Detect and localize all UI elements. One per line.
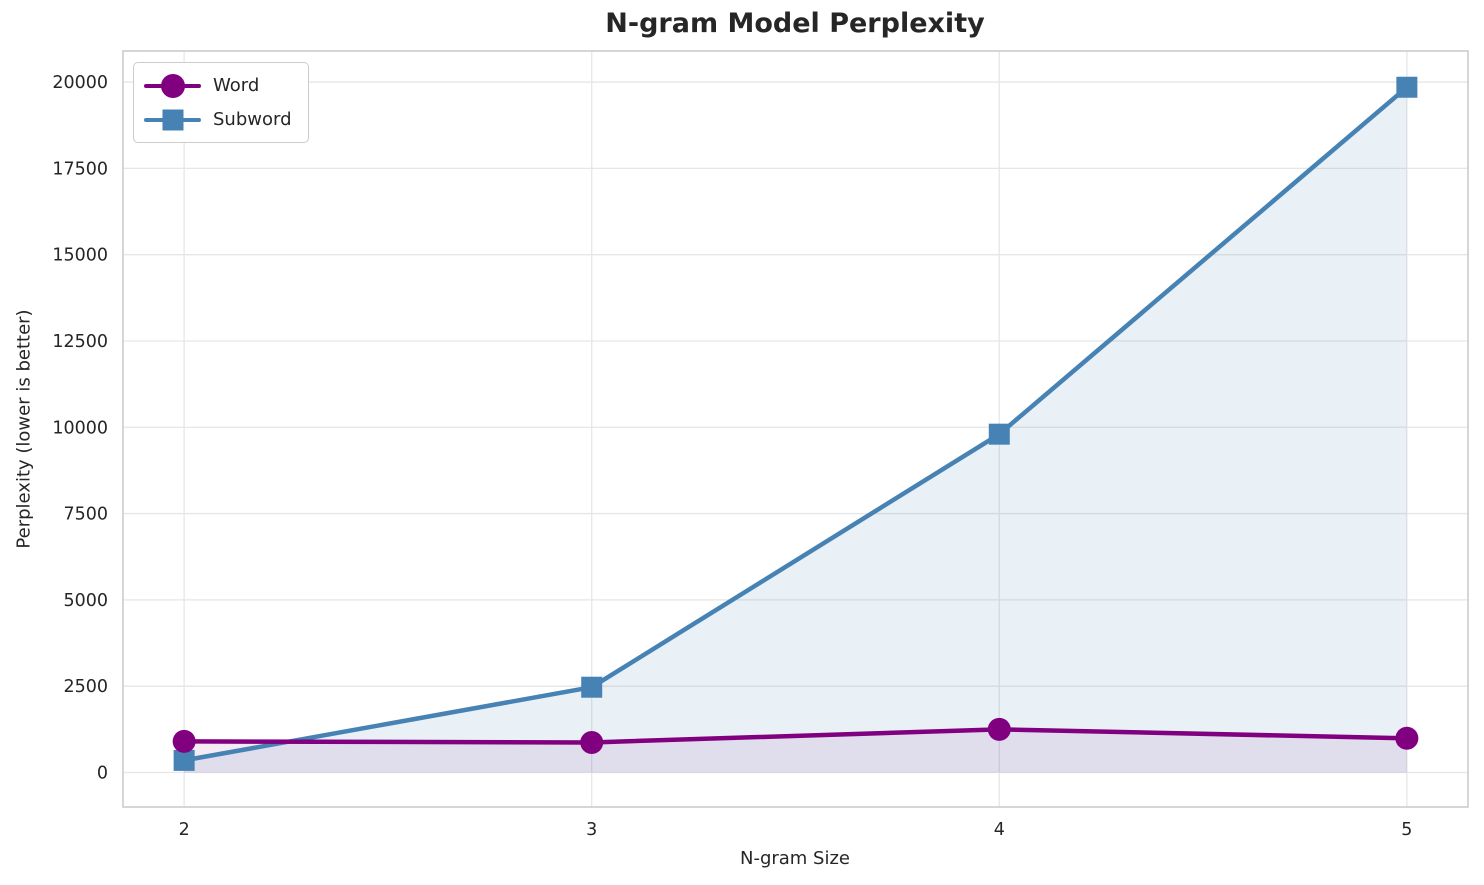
line-word	[181, 727, 1410, 745]
subword-line-square-icon	[144, 107, 201, 133]
y-tick-label: 12500	[52, 332, 108, 352]
data-point-subword	[173, 749, 195, 771]
word-line-circle-icon	[144, 73, 201, 99]
legend-label-subword: Subword	[213, 109, 292, 130]
line-subword	[181, 84, 1410, 763]
y-tick-label: 15000	[52, 246, 108, 266]
subword-square-marker-icon	[162, 109, 183, 130]
data-point-word	[1395, 726, 1419, 750]
chart-title: N-gram Model Perplexity	[605, 8, 985, 39]
y-tick-label: 7500	[63, 505, 108, 525]
data-point-word	[580, 730, 604, 754]
plot-border	[122, 50, 1469, 808]
word-circle-marker-icon	[160, 73, 185, 98]
x-tick-label: 5	[1401, 820, 1412, 840]
data-point-subword	[988, 423, 1010, 445]
legend: Word Subword	[133, 62, 309, 143]
data-point-subword	[1396, 76, 1418, 98]
area-subword	[184, 87, 1407, 773]
y-tick-label: 17500	[52, 159, 108, 179]
data-point-word	[987, 717, 1011, 741]
data-point-word	[172, 729, 196, 753]
data-point-subword	[581, 676, 603, 698]
x-tick-label: 4	[994, 820, 1005, 840]
y-tick-label: 10000	[52, 418, 108, 438]
y-tick-label: 0	[97, 763, 108, 783]
y-tick-label: 20000	[52, 73, 108, 93]
legend-label-word: Word	[213, 75, 260, 96]
x-tick-label: 2	[179, 820, 190, 840]
area-word	[184, 729, 1407, 773]
y-tick-label: 5000	[63, 591, 108, 611]
x-tick-label: 3	[586, 820, 597, 840]
legend-item-subword: Subword	[144, 105, 292, 134]
legend-item-word: Word	[144, 71, 292, 100]
y-tick-label: 2500	[63, 677, 108, 697]
x-axis-label: N-gram Size	[739, 848, 851, 869]
